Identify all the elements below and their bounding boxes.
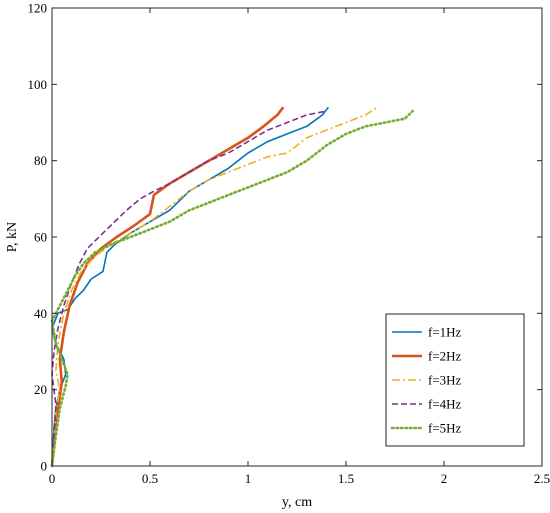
axis-layer: 0 0.5 1 1.5 2 2.5 0 20 40 60 80 100 120: [28, 1, 550, 487]
series-line-2: [50, 106, 285, 467]
x-tick-label: 2.5: [534, 471, 550, 486]
legend-label-5: f=5Hz: [428, 421, 462, 436]
series-layer: [50, 106, 414, 468]
y-tick-label: 0: [41, 459, 48, 474]
series-line-4: [51, 110, 327, 467]
x-axis-label: y, cm: [282, 495, 312, 510]
x-tick-label: 1: [245, 471, 252, 486]
series-line-5: [50, 109, 414, 468]
y-axis-label: P, kN: [5, 222, 20, 252]
y-tick-label: 120: [28, 1, 48, 16]
series-line-3: [51, 106, 378, 467]
x-tick-label: 2: [441, 471, 448, 486]
legend-label-4: f=4Hz: [428, 397, 462, 412]
y-tick-label: 60: [34, 230, 47, 245]
x-tick-label: 0.5: [142, 471, 158, 486]
y-tick-label: 20: [34, 382, 47, 397]
y-tick-label: 40: [34, 306, 47, 321]
y-tick-label: 100: [28, 77, 48, 92]
legend-label-1: f=1Hz: [428, 325, 462, 340]
y-tick-label: 80: [34, 153, 47, 168]
legend: f=1Hz f=2Hz f=3Hz f=4Hz f=5Hz: [385, 313, 525, 447]
legend-label-2: f=2Hz: [428, 349, 462, 364]
x-tick-label: 0: [49, 471, 56, 486]
series-line-1: [51, 106, 330, 467]
x-tick-label: 1.5: [338, 471, 354, 486]
legend-label-3: f=3Hz: [428, 373, 462, 388]
